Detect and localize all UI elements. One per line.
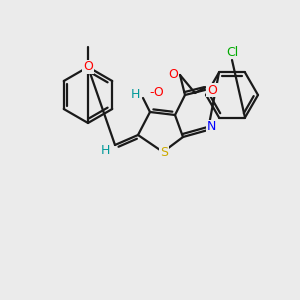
Text: Cl: Cl <box>226 46 238 59</box>
Text: N: N <box>206 121 216 134</box>
Text: S: S <box>160 146 168 160</box>
Text: H: H <box>130 88 140 101</box>
Text: -O: -O <box>149 86 164 100</box>
Text: O: O <box>168 68 178 82</box>
Text: O: O <box>83 61 93 74</box>
Text: H: H <box>100 145 110 158</box>
Text: O: O <box>207 83 217 97</box>
